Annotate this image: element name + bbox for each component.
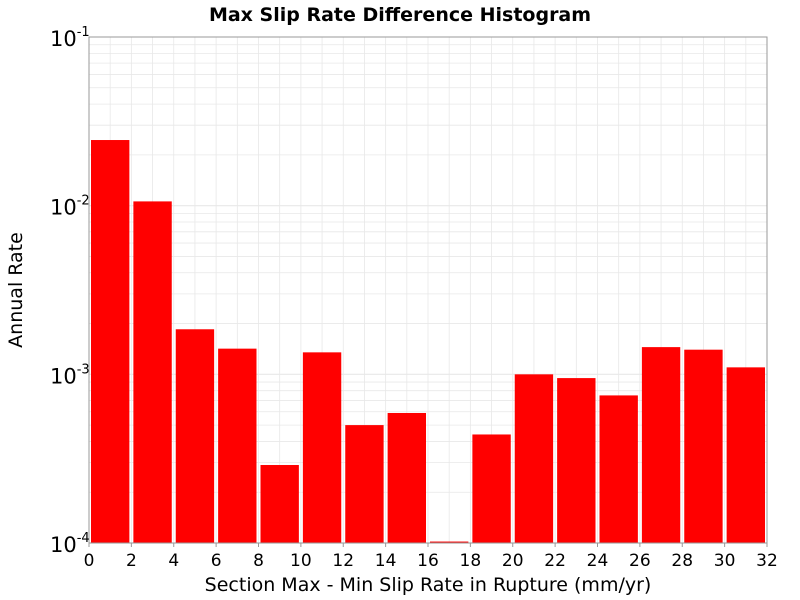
chart-title: Max Slip Rate Difference Histogram: [209, 4, 591, 26]
x-axis-ticks: 0 2 4 6 8 10 12 14 16 18 20 22 24 26 28 30 32: [84, 543, 778, 571]
x-tick-label: 16: [417, 551, 439, 571]
histogram-bar: [302, 352, 342, 543]
histogram-bar: [175, 329, 215, 543]
x-tick-label: 0: [84, 551, 95, 571]
histogram-bar: [260, 465, 299, 543]
histogram-bar: [218, 348, 257, 543]
histogram-bar: [514, 374, 554, 543]
histogram-bar: [387, 412, 426, 543]
y-tick-label: 10-3: [50, 362, 90, 388]
x-tick-label: 2: [126, 551, 137, 571]
x-tick-label: 30: [714, 551, 736, 571]
histogram-bar: [91, 140, 130, 543]
x-tick-label: 24: [587, 551, 609, 571]
y-axis-label: Annual Rate: [5, 232, 27, 348]
histogram-bar: [430, 541, 469, 543]
histogram-bar: [684, 349, 723, 543]
x-axis-label: Section Max - Min Slip Rate in Rupture (…: [205, 574, 652, 596]
x-tick-label: 8: [253, 551, 264, 571]
histogram-bar: [345, 425, 384, 543]
x-tick-label: 28: [671, 551, 693, 571]
histogram-bar: [472, 434, 511, 543]
y-tick-label: 10-1: [50, 25, 90, 51]
x-tick-label: 32: [756, 551, 778, 571]
y-tick-label: 10-4: [50, 531, 90, 557]
x-tick-label: 18: [460, 551, 482, 571]
x-tick-label: 20: [502, 551, 524, 571]
histogram-bar: [557, 378, 596, 543]
x-tick-label: 10: [290, 551, 312, 571]
histogram-bar: [726, 367, 765, 543]
y-tick-label: 10-2: [50, 194, 90, 220]
histogram-bar: [133, 201, 172, 543]
y-axis-ticks: 10-1 10-2 10-3 10-4: [50, 25, 90, 557]
histogram-bar: [641, 347, 681, 543]
x-tick-label: 6: [211, 551, 222, 571]
x-tick-label: 12: [332, 551, 354, 571]
x-tick-label: 14: [375, 551, 397, 571]
histogram-bar: [599, 395, 638, 543]
x-tick-label: 26: [629, 551, 651, 571]
x-tick-label: 22: [544, 551, 566, 571]
bars: [91, 140, 765, 543]
x-tick-label: 4: [168, 551, 179, 571]
